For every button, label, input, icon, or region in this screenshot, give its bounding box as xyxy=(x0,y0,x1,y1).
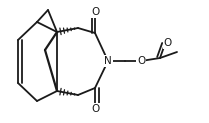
Text: N: N xyxy=(104,56,112,66)
Text: O: O xyxy=(91,7,99,17)
Text: O: O xyxy=(137,56,145,66)
Text: O: O xyxy=(164,38,172,48)
Text: O: O xyxy=(91,104,99,114)
